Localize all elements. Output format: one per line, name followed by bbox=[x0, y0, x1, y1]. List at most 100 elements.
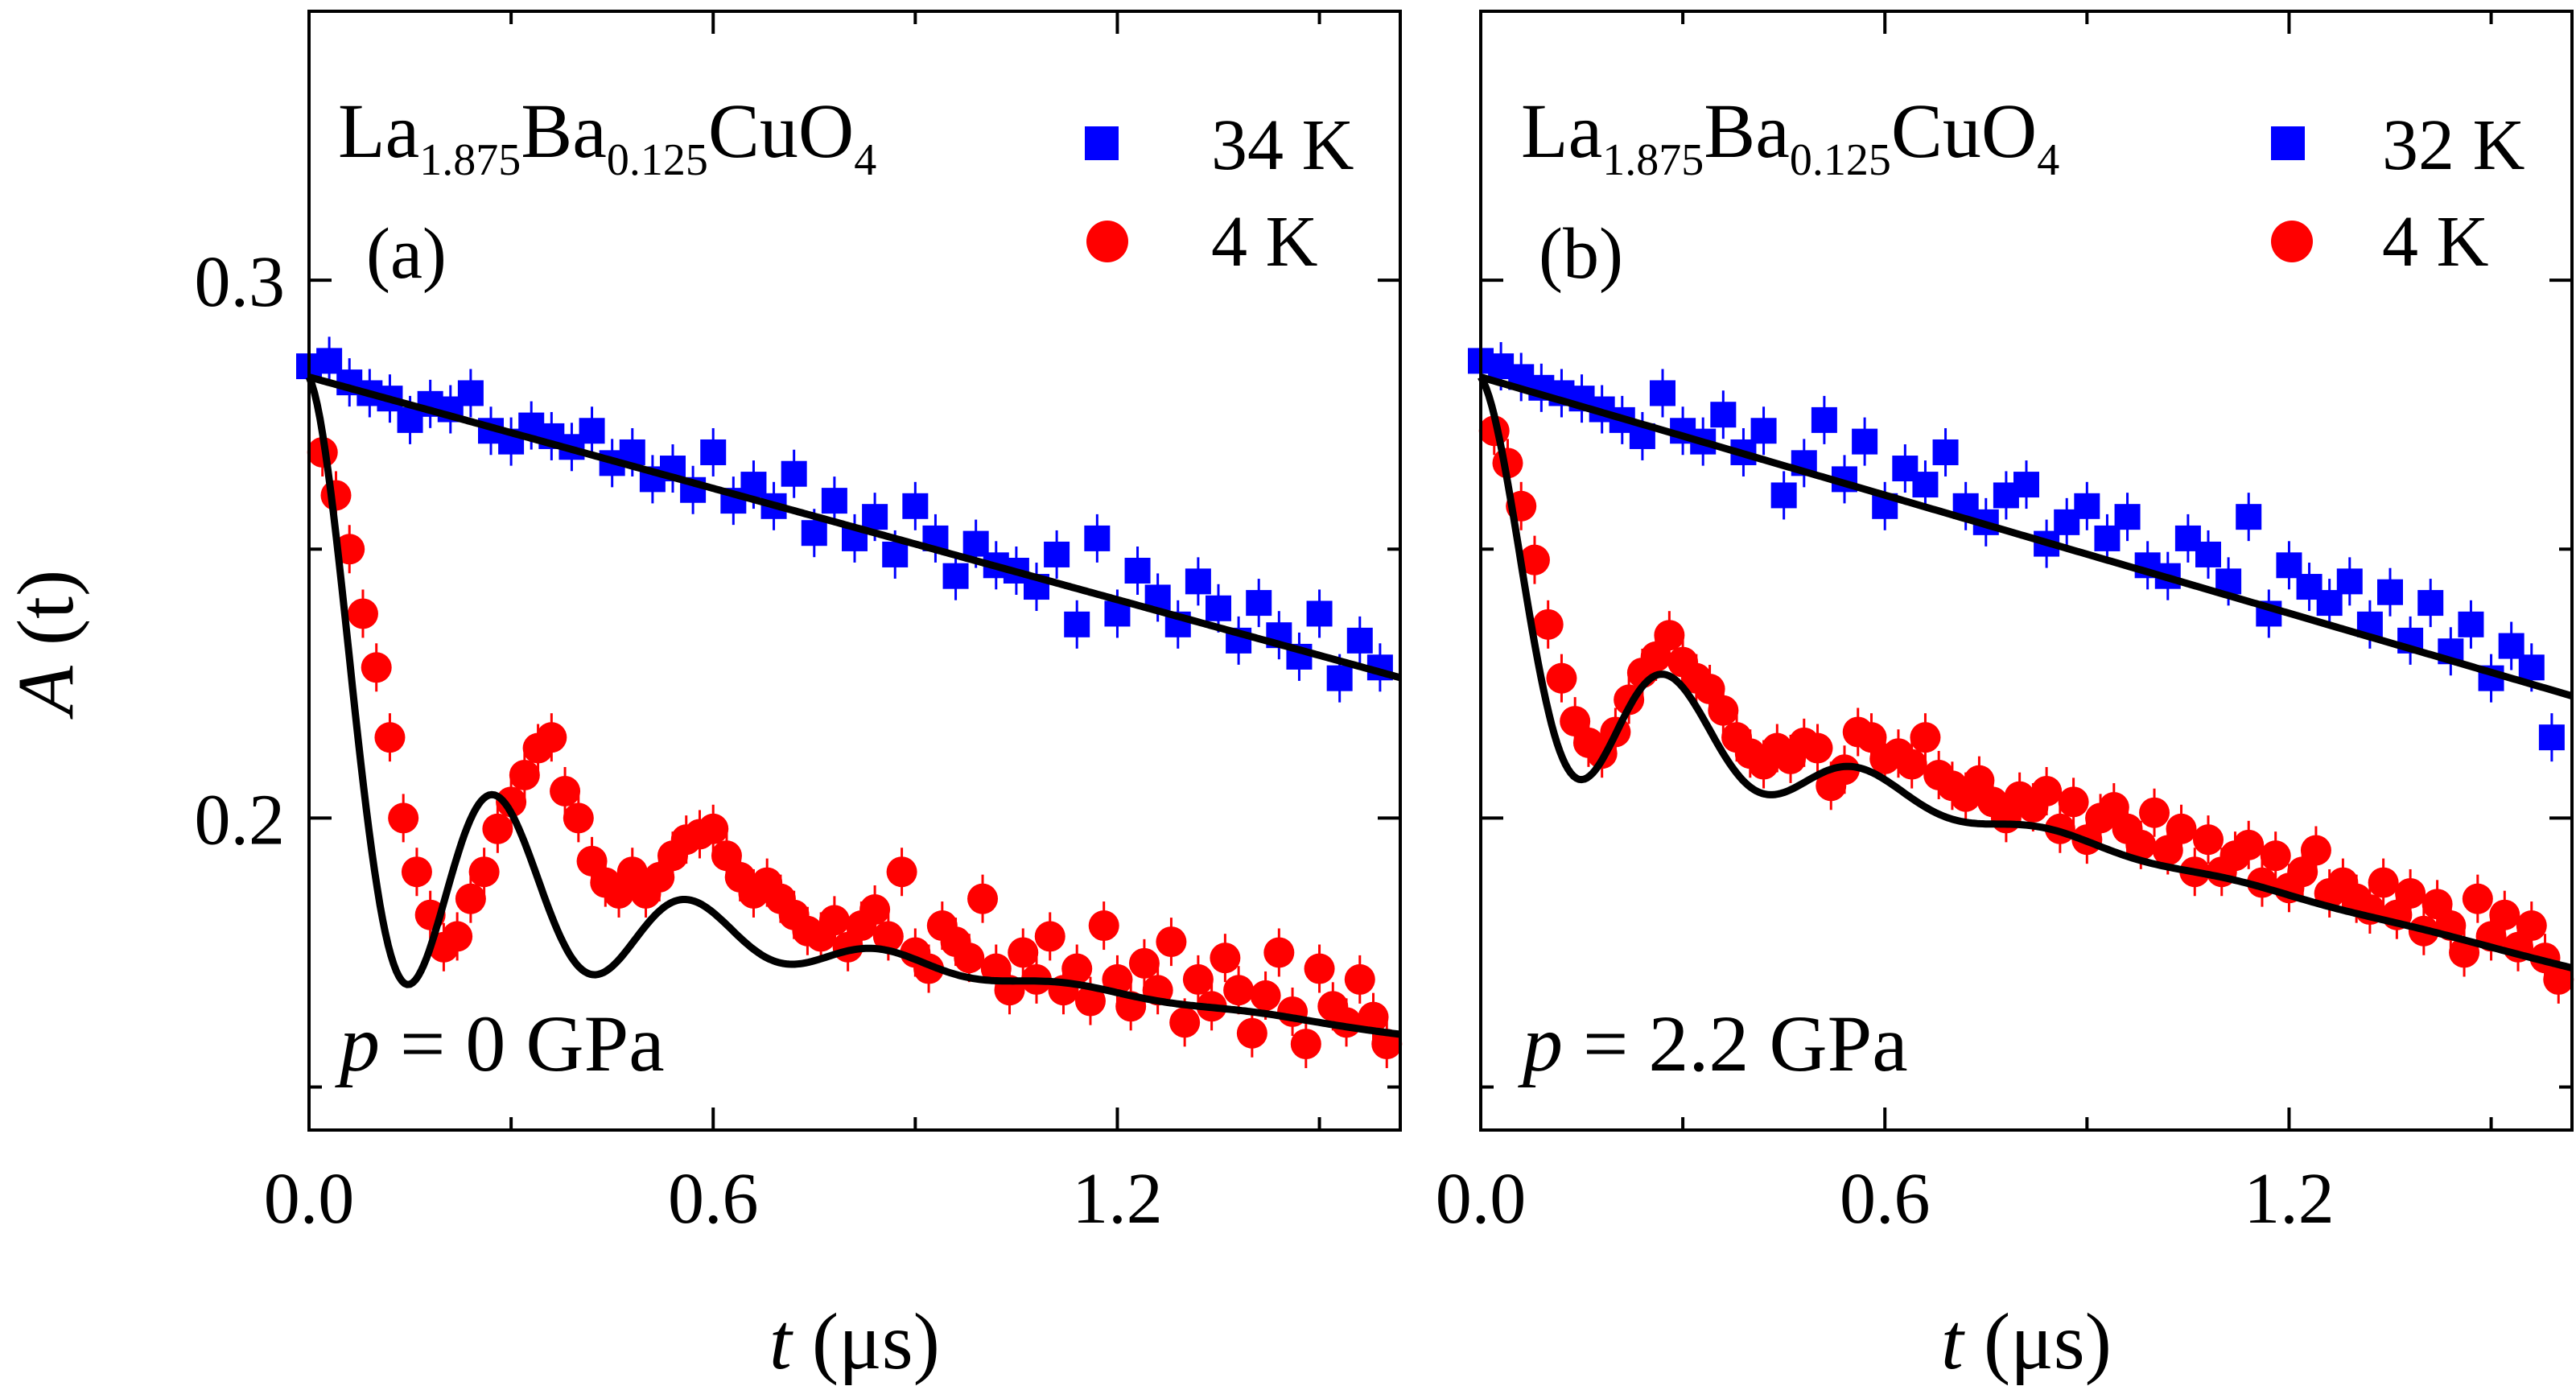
panel-a-point-circle-12 bbox=[468, 856, 500, 888]
panel-a-ticks: 0.0 0.6 1.2 0.2 0.3 bbox=[195, 11, 1400, 1239]
panel-a-y-tick-label: 0.2 bbox=[195, 780, 286, 860]
panel-b-point-square-30 bbox=[2074, 493, 2100, 519]
panel-b-point-circle-75 bbox=[2489, 899, 2520, 930]
panel-a-point-circle-17 bbox=[536, 722, 567, 753]
panel-a-point-circle-70 bbox=[1250, 980, 1281, 1011]
panel-a-point-circle-38 bbox=[818, 905, 850, 936]
panel-b-point-square-15 bbox=[1770, 482, 1797, 509]
panel-a-point-circle-54 bbox=[1034, 921, 1065, 952]
panel-b-point-circle-68 bbox=[2395, 877, 2426, 909]
panel-a-point-square-26 bbox=[821, 488, 847, 514]
panel-b-x-tick-label: 1.2 bbox=[2244, 1159, 2335, 1239]
panel-b-ticks: 0.0 0.6 1.2 bbox=[1436, 11, 2572, 1239]
panel-b-point-circle-61 bbox=[2300, 835, 2331, 866]
panel-a-point-circle-57 bbox=[1074, 985, 1106, 1017]
panel-b-point-square-36 bbox=[2195, 541, 2221, 567]
panel-b-x-tick-label: 0.6 bbox=[1840, 1159, 1931, 1239]
panel-a-point-circle-15 bbox=[509, 759, 540, 790]
panel-b-legend-label-red: 4 K bbox=[2382, 202, 2489, 282]
panel-a-legend-label-blue: 34 K bbox=[1211, 105, 1354, 185]
panel-b-point-square-38 bbox=[2236, 504, 2262, 530]
panel-a-point-circle-71 bbox=[1263, 937, 1295, 968]
panel-a-point-square-44 bbox=[1185, 568, 1211, 595]
panel-a-point-circle-74 bbox=[1304, 953, 1335, 984]
panel-b: 0.0 0.6 1.2 La1.875Ba0.125CuO4 (b) 32 K 4 … bbox=[1436, 10, 2574, 1386]
panel-a-point-circle-41 bbox=[859, 894, 891, 926]
panel-b-point-square-32 bbox=[2114, 504, 2141, 530]
panel-a-point-circle-63 bbox=[1156, 926, 1187, 958]
panel-b-point-circle-77 bbox=[2516, 910, 2547, 942]
panel-a-point-circle-56 bbox=[1061, 953, 1093, 984]
panel-a-point-square-30 bbox=[902, 493, 929, 519]
panel-a-point-circle-3 bbox=[347, 598, 378, 629]
panel-a-point-circle-69 bbox=[1236, 1017, 1267, 1049]
panel-b-point-circle-48 bbox=[2125, 829, 2157, 860]
panel-b-fit-low-temp bbox=[1478, 375, 2574, 971]
panel-a-point-circle-68 bbox=[1223, 975, 1255, 1006]
panel-b-compound: La1.875Ba0.125CuO4 bbox=[1521, 88, 2059, 185]
panel-b-point-square-53 bbox=[2538, 724, 2565, 751]
panel-b-point-circle-4 bbox=[1532, 608, 1564, 640]
panel-a-point-circle-4 bbox=[361, 652, 392, 683]
panel-a-point-square-37 bbox=[1044, 541, 1070, 567]
panel-b-point-square-45 bbox=[2377, 579, 2403, 605]
panel-b-point-circle-41 bbox=[2031, 775, 2063, 806]
panel-a-x-tick-label: 0.0 bbox=[264, 1159, 355, 1239]
panel-a-frame bbox=[307, 10, 1402, 1132]
panel-b-point-circle-56 bbox=[2233, 829, 2265, 860]
panel-a-point-circle-19 bbox=[563, 802, 594, 834]
panel-a-point-circle-58 bbox=[1088, 910, 1119, 942]
panel-b-legend-square-marker bbox=[2271, 126, 2305, 160]
panel-a-point-square-20 bbox=[700, 439, 727, 465]
panel-b-legend-circle-marker bbox=[2271, 221, 2313, 262]
panel-b-x-tick-label: 0.0 bbox=[1436, 1159, 1527, 1239]
panel-b-point-square-47 bbox=[2417, 590, 2444, 617]
panel-a-point-circle-18 bbox=[550, 775, 581, 806]
panel-b-markers bbox=[1468, 348, 2574, 995]
panel-a-label: (a) bbox=[366, 214, 447, 294]
panel-b-point-square-27 bbox=[2013, 472, 2039, 498]
panel-a-point-circle-64 bbox=[1169, 1007, 1201, 1038]
panel-b-point-circle-58 bbox=[2260, 840, 2291, 872]
panel-b-legend-label-blue: 32 K bbox=[2382, 105, 2525, 185]
panel-b-point-square-22 bbox=[1912, 472, 1939, 498]
panel-a-point-square-8 bbox=[457, 380, 484, 406]
panel-b-x-axis-title: t (μs) bbox=[1941, 1297, 2112, 1386]
panel-a-point-square-39 bbox=[1084, 525, 1111, 551]
panel-a-fit-low-temp bbox=[305, 375, 1402, 1038]
panel-a-point-square-50 bbox=[1306, 600, 1333, 627]
panel-a-point-square-38 bbox=[1064, 611, 1090, 637]
panel-a-point-square-47 bbox=[1246, 590, 1272, 617]
panel-a-point-circle-11 bbox=[455, 883, 486, 914]
panel-b-point-circle-31 bbox=[1896, 749, 1927, 780]
panel-b-point-square-14 bbox=[1750, 418, 1777, 444]
panel-a-point-circle-14 bbox=[496, 786, 527, 818]
panel-a-point-circle-52 bbox=[1008, 937, 1039, 968]
panel-a-legend-circle-marker bbox=[1086, 221, 1128, 262]
panel-a-fit-high-temp bbox=[307, 373, 1402, 682]
panel-a-point-circle-65 bbox=[1182, 963, 1214, 995]
panel-a-x-tick-label: 1.2 bbox=[1072, 1159, 1163, 1239]
panel-b-point-square-42 bbox=[2316, 590, 2343, 617]
panel-a-point-square-22 bbox=[740, 472, 767, 498]
panel-a: 0.0 0.6 1.2 0.2 0.3 La1.875Ba0.125CuO4 (a) 3… bbox=[195, 10, 1403, 1386]
panel-a-point-square-29 bbox=[882, 541, 909, 567]
panel-a-point-square-14 bbox=[579, 418, 605, 444]
panel-b-point-circle-17 bbox=[1708, 695, 1739, 726]
panel-b-point-circle-43 bbox=[2058, 786, 2089, 818]
panel-b-fit-high-temp bbox=[1479, 373, 2574, 700]
panel-b-point-square-40 bbox=[2276, 552, 2302, 579]
panel-a-point-square-45 bbox=[1206, 595, 1231, 621]
panel-a-point-square-28 bbox=[862, 504, 888, 530]
panel-b-frame bbox=[1479, 10, 2574, 1132]
panel-b-point-square-12 bbox=[1710, 402, 1737, 428]
panel-a-point-circle-77 bbox=[1344, 963, 1375, 995]
panel-a-point-circle-42 bbox=[872, 921, 904, 952]
panel-b-point-square-49 bbox=[2458, 611, 2484, 637]
panel-a-point-circle-13 bbox=[482, 813, 513, 844]
panel-b-point-circle-53 bbox=[2193, 824, 2224, 856]
panel-b-label: (b) bbox=[1539, 214, 1623, 294]
panel-b-point-square-17 bbox=[1811, 406, 1837, 433]
panel-a-point-square-52 bbox=[1346, 627, 1373, 654]
panel-b-point-circle-49 bbox=[2139, 797, 2170, 828]
